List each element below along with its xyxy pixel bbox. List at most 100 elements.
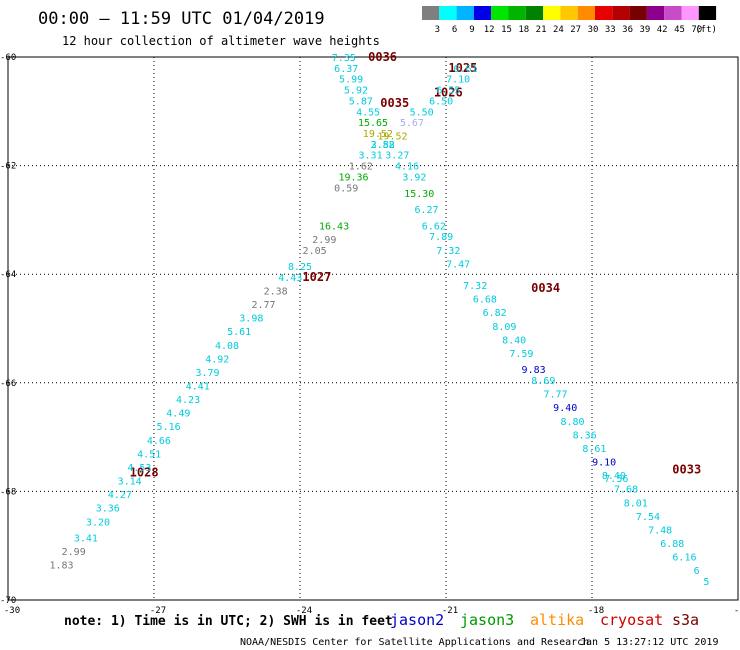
legend-swatch <box>508 6 526 20</box>
legend-bin-label: 70 <box>691 25 702 35</box>
satellite-label-altika: altika <box>530 611 584 629</box>
legend-bin-label: 21 <box>536 25 547 35</box>
legend-unit: (ft) <box>695 25 717 35</box>
pass-time-label: 0036 <box>368 50 397 64</box>
legend-bin-label: 9 <box>469 25 474 35</box>
y-tick-label: -62 <box>0 162 16 172</box>
swh-value: 5.99 <box>339 75 363 86</box>
swh-value: 7.35 <box>332 53 356 64</box>
swh-value: 7.10 <box>446 75 470 86</box>
swh-value: 9.40 <box>553 403 577 414</box>
swh-value: 5.92 <box>344 86 368 97</box>
legend-bin-label: 24 <box>553 25 564 35</box>
swh-value: 5 <box>703 577 709 588</box>
swh-value: 2.58 <box>371 140 395 151</box>
generated-timestamp: Jan 5 13:27:12 UTC 2019 <box>580 637 718 648</box>
legend-swatch <box>560 6 578 20</box>
legend-swatch <box>612 6 630 20</box>
x-tick-label: -18 <box>588 606 604 616</box>
pass-time-label: 0035 <box>380 96 409 110</box>
swh-value: 4.53 <box>127 463 151 474</box>
x-tick-label: -15 <box>734 606 740 616</box>
page-subtitle: 12 hour collection of altimeter wave hei… <box>62 34 380 48</box>
swh-value: 3.98 <box>239 314 263 325</box>
swh-value: 8.25 <box>288 262 312 273</box>
swh-value: 6.61 <box>453 64 477 75</box>
x-tick-label: -21 <box>442 606 458 616</box>
grid-lines <box>8 57 738 600</box>
swh-value: 5.87 <box>349 96 373 107</box>
swh-value: 3.31 <box>359 151 383 162</box>
swh-value: 6.27 <box>414 205 438 216</box>
y-tick-label: -60 <box>0 53 16 63</box>
swh-value: 8.69 <box>531 376 555 387</box>
swh-value: 0.59 <box>334 183 358 194</box>
swh-value: 2.05 <box>303 246 327 257</box>
swh-color-legend: 3 6 9 12 15 18 21 24 27 30 33 36 39 42 45 70(ft) <box>422 6 717 35</box>
swh-value: 4.27 <box>108 490 132 501</box>
x-tick-label: -24 <box>296 606 312 616</box>
swh-value: 7.32 <box>436 246 460 257</box>
legend-swatch <box>698 6 717 20</box>
swh-value: 16.43 <box>319 221 349 232</box>
swh-value: 6.55 <box>436 86 460 97</box>
swh-value: 3.20 <box>86 517 110 528</box>
swh-value: 5.16 <box>157 422 181 433</box>
legend-bin-label: 30 <box>588 25 599 35</box>
legend-swatch <box>525 6 544 20</box>
legend-swatch <box>543 6 561 20</box>
credit-line: NOAA/NESDIS Center for Satellite Applica… <box>240 637 589 648</box>
legend-bin-label: 33 <box>605 25 616 35</box>
legend-swatch <box>473 6 492 20</box>
legend-bin-label: 45 <box>674 25 685 35</box>
swh-value: 2.38 <box>264 286 288 297</box>
swh-value: 15.65 <box>358 118 388 129</box>
swh-value: 5.50 <box>410 107 434 118</box>
swh-value: 9.83 <box>522 365 546 376</box>
swh-value: 6.16 <box>672 553 696 564</box>
swh-value: 6.37 <box>334 64 358 75</box>
swh-value: 3.36 <box>96 504 120 515</box>
satellite-key: jason2 jason3 altika cryosat s3a <box>390 611 699 629</box>
swh-value: 8.36 <box>573 430 597 441</box>
swh-value: 6.68 <box>473 295 497 306</box>
pass-time-marks: 0036 1025 1026 0035 1027 0034 1028 0033 <box>130 50 702 479</box>
satellite-label-jason2: jason2 <box>390 611 444 629</box>
legend-swatch <box>681 6 699 20</box>
swh-value: 7.68 <box>614 485 638 496</box>
axis-ticks: -30 -27 -24 -21 -18 -15 -60 -62 -64 -66 -68 -70 <box>0 53 740 616</box>
swh-value: 7.77 <box>543 390 567 401</box>
swh-observations: 7.356.375.995.925.874.5515.6519.522.583.… <box>49 53 709 588</box>
legend-swatch <box>422 6 440 20</box>
legend-bin-label: 27 <box>570 25 581 35</box>
swh-value: 1.83 <box>49 561 73 572</box>
pass-time-label: 1026 <box>434 85 463 99</box>
pass-time-label: 1027 <box>302 270 331 284</box>
swh-value: 19.36 <box>338 172 368 183</box>
satellite-label-cryosat: cryosat <box>600 611 663 629</box>
swh-value: 7.89 <box>429 232 453 243</box>
swh-value: 3.27 <box>385 151 409 162</box>
swh-value: 7.54 <box>636 512 660 523</box>
legend-bin-label: 15 <box>501 25 512 35</box>
swh-value: 19.52 <box>377 132 407 143</box>
swh-value: 8.80 <box>560 417 584 428</box>
swh-value: 3.14 <box>118 477 142 488</box>
legend-bin-label: 12 <box>484 25 495 35</box>
swh-value: 8.40 <box>602 471 626 482</box>
swh-value: 7.32 <box>463 281 487 292</box>
pass-time-label: 1025 <box>448 61 477 75</box>
legend-bin-label: 39 <box>639 25 650 35</box>
swh-value: 19.52 <box>363 129 393 140</box>
swh-value: 8.61 <box>582 444 606 455</box>
legend-swatch <box>439 6 457 20</box>
legend-bin-label: 3 <box>435 25 440 35</box>
pass-time-label: 1028 <box>130 465 159 479</box>
swh-value: 8.40 <box>502 335 526 346</box>
legend-bin-label: 36 <box>622 25 633 35</box>
y-tick-label: -68 <box>0 487 16 497</box>
swh-value: 6.50 <box>429 96 453 107</box>
swh-value: 3.41 <box>74 534 98 545</box>
swh-value: 4.08 <box>215 341 239 352</box>
